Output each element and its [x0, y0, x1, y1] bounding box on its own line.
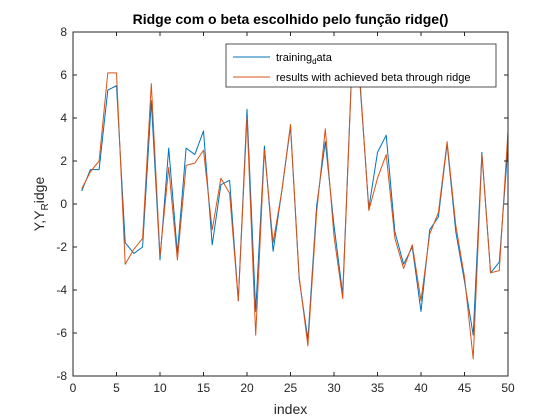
- y-tick-label: -6: [56, 326, 67, 340]
- y-tick-label: 0: [60, 197, 67, 211]
- y-tick-label: -4: [56, 283, 67, 297]
- y-tick-label: -8: [56, 369, 67, 383]
- x-tick-label: 20: [240, 381, 254, 395]
- x-axis-label: index: [274, 401, 307, 417]
- y-tick-label: 2: [60, 154, 67, 168]
- x-tick-label: 5: [113, 381, 120, 395]
- legend-label-ridge-results: results with achieved beta through ridge: [276, 72, 470, 84]
- y-axis-label-sub: R: [40, 203, 51, 210]
- x-tick-label: 0: [70, 381, 77, 395]
- x-tick-label: 45: [458, 381, 472, 395]
- x-tick-label: 15: [197, 381, 211, 395]
- legend-label-training-data: trainingdata: [276, 52, 333, 66]
- y-tick-label: 4: [60, 111, 67, 125]
- legend-label-training-main: training: [276, 52, 312, 64]
- chart-title: Ridge com o beta escolhido pelo função r…: [133, 11, 449, 27]
- y-tick-label: 6: [60, 68, 67, 82]
- x-tick-label: 50: [501, 381, 515, 395]
- legend-label-training-rest: ata: [317, 52, 333, 64]
- x-tick-label: 30: [327, 381, 341, 395]
- y-tick-label: -2: [56, 240, 67, 254]
- legend: trainingdata results with achieved beta …: [226, 44, 496, 87]
- x-tick-label: 35: [371, 381, 385, 395]
- x-tick-label: 40: [414, 381, 428, 395]
- y-axis-label-rest: idge: [31, 177, 47, 204]
- x-tick-label: 10: [153, 381, 167, 395]
- y-axis-label-main: Y,Y: [31, 210, 47, 231]
- y-tick-label: 8: [60, 25, 67, 39]
- x-tick-label: 25: [284, 381, 298, 395]
